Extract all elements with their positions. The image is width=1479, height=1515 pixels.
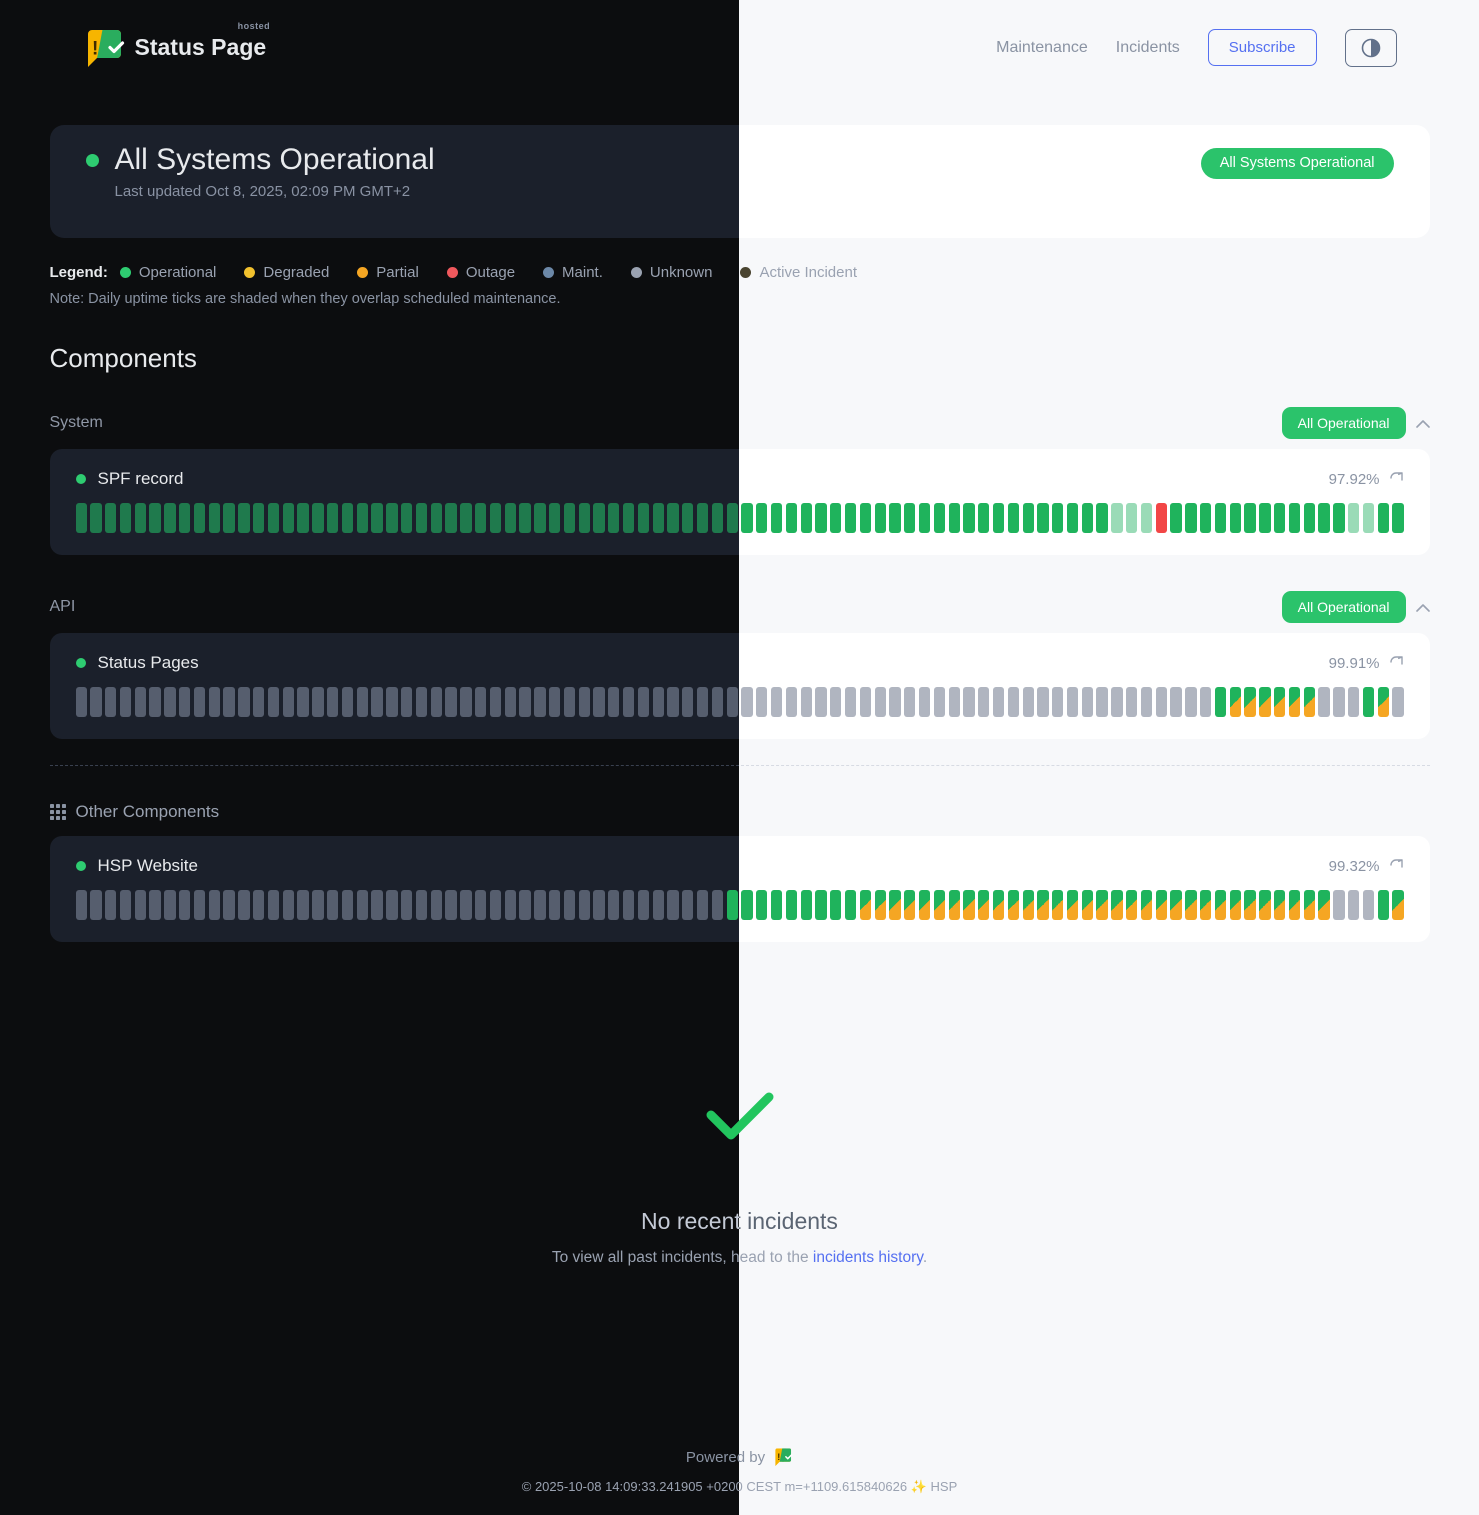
svg-text:!: !: [777, 1452, 780, 1462]
svg-text:!: !: [92, 38, 98, 59]
